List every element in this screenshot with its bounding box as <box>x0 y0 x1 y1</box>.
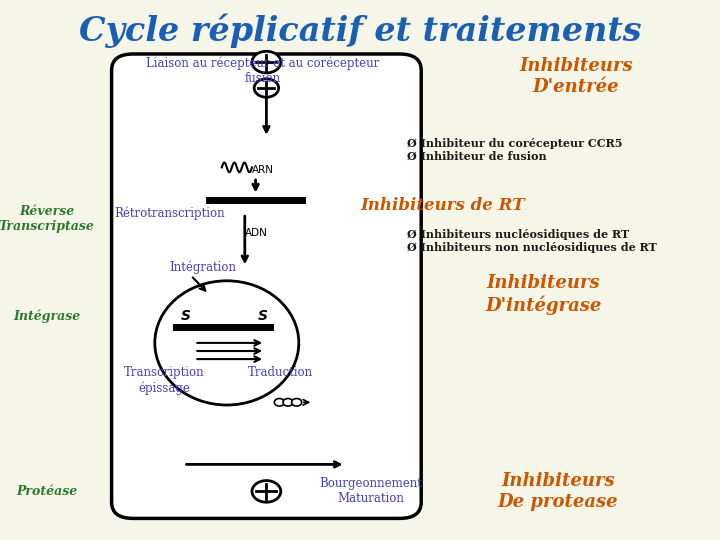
Ellipse shape <box>155 281 299 405</box>
Text: Inhibiteurs
D'entrée: Inhibiteurs D'entrée <box>519 57 633 96</box>
Text: Ø Inhibiteurs nucléosidiques de RT
Ø Inhibiteurs non nucléosidiques de RT: Ø Inhibiteurs nucléosidiques de RT Ø Inh… <box>407 230 657 253</box>
Text: Rétrotranscription: Rétrotranscription <box>114 206 225 220</box>
Circle shape <box>274 399 284 406</box>
Text: ADN: ADN <box>245 228 268 238</box>
Text: Protéase: Protéase <box>16 485 78 498</box>
Text: ARN: ARN <box>252 165 274 175</box>
Text: S: S <box>258 309 268 323</box>
Text: S: S <box>181 309 191 323</box>
Text: Transcription
épissage: Transcription épissage <box>124 367 204 395</box>
Text: Inhibiteurs
D'intégrase: Inhibiteurs D'intégrase <box>485 274 602 315</box>
Circle shape <box>252 51 281 73</box>
Text: Cycle réplicatif et traitements: Cycle réplicatif et traitements <box>78 14 642 48</box>
Text: Liaison au récepteur et au corécepteur
fusion: Liaison au récepteur et au corécepteur f… <box>146 57 379 85</box>
Circle shape <box>252 481 281 502</box>
FancyBboxPatch shape <box>112 54 421 518</box>
Text: Inhibiteurs de RT: Inhibiteurs de RT <box>361 197 525 214</box>
Text: Inhibiteurs
De protease: Inhibiteurs De protease <box>498 472 618 511</box>
Text: Réverse
Transcriptase: Réverse Transcriptase <box>0 205 95 233</box>
Circle shape <box>283 399 293 406</box>
Circle shape <box>292 399 302 406</box>
Text: Bourgeonnement
Maturation: Bourgeonnement Maturation <box>320 477 422 505</box>
Text: Intégration: Intégration <box>169 261 236 274</box>
Circle shape <box>254 79 279 97</box>
Text: Intégrase: Intégrase <box>13 309 81 322</box>
Text: Traduction: Traduction <box>248 366 313 379</box>
Text: Ø Inhibiteur du corécepteur CCR5
Ø Inhibiteur de fusion: Ø Inhibiteur du corécepteur CCR5 Ø Inhib… <box>407 138 622 161</box>
